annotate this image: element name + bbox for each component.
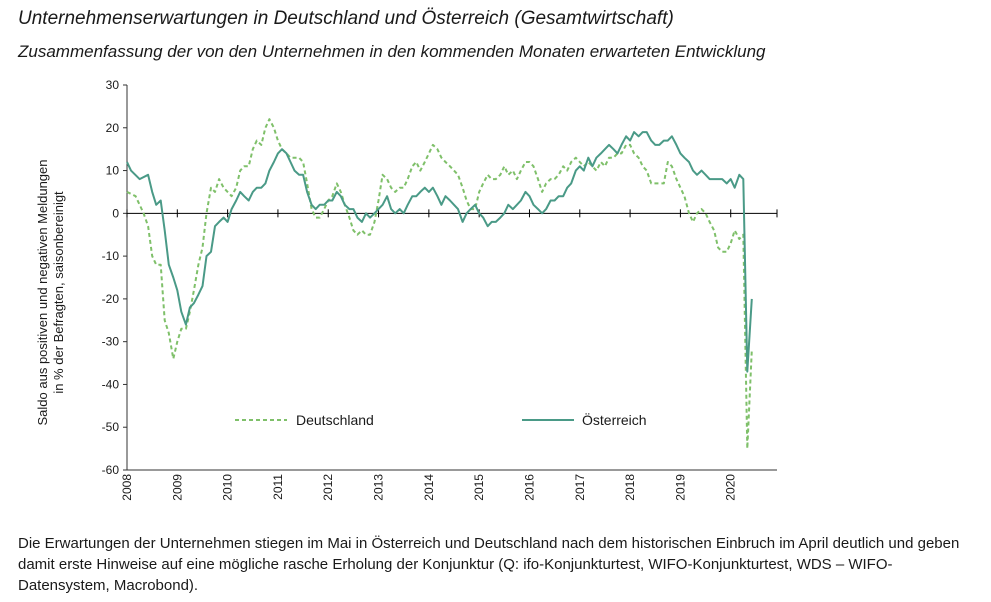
- y-tick-label: -40: [102, 377, 120, 391]
- x-tick-label: 2008: [120, 474, 134, 501]
- y-axis-label-line2: in % der Befragten, saisonbereinigt: [51, 191, 66, 394]
- x-tick-label: 2010: [221, 474, 235, 501]
- y-tick-label: -10: [102, 249, 120, 263]
- series-line-österreich: [126, 131, 753, 373]
- x-tick-label: 2018: [623, 474, 637, 501]
- legend-label-österreich: Österreich: [582, 411, 647, 428]
- y-tick-label: -30: [102, 335, 120, 349]
- x-tick-label: 2020: [724, 474, 738, 501]
- x-tick-label: 2019: [673, 474, 687, 501]
- x-tick-label: 2012: [321, 474, 335, 501]
- y-tick-label: 30: [106, 78, 120, 92]
- y-tick-label: -20: [102, 292, 120, 306]
- legend-label-deutschland: Deutschland: [296, 412, 374, 428]
- y-tick-label: -50: [102, 420, 120, 434]
- y-tick-label: -60: [102, 463, 120, 477]
- x-tick-label: 2009: [170, 474, 184, 501]
- chart-caption: Die Erwartungen der Unternehmen stiegen …: [18, 535, 960, 594]
- x-tick-label: 2011: [271, 474, 285, 500]
- chart-title: Unternehmenserwartungen in Deutschland u…: [18, 8, 674, 29]
- x-tick-label: 2015: [472, 474, 486, 501]
- series-line-deutschland: [126, 118, 753, 450]
- y-tick-label: 10: [106, 164, 120, 178]
- y-axis-label-line1: Saldo aus positiven und negativen Meldun…: [35, 160, 50, 426]
- chart-subtitle: Zusammenfassung der von den Unternehmen …: [18, 42, 766, 61]
- y-tick-label: 0: [112, 206, 119, 220]
- x-tick-label: 2016: [522, 474, 536, 501]
- x-tick-label: 2017: [573, 474, 587, 501]
- x-tick-label: 2013: [372, 474, 386, 501]
- x-tick-label: 2014: [422, 474, 436, 501]
- y-tick-label: 20: [106, 121, 120, 135]
